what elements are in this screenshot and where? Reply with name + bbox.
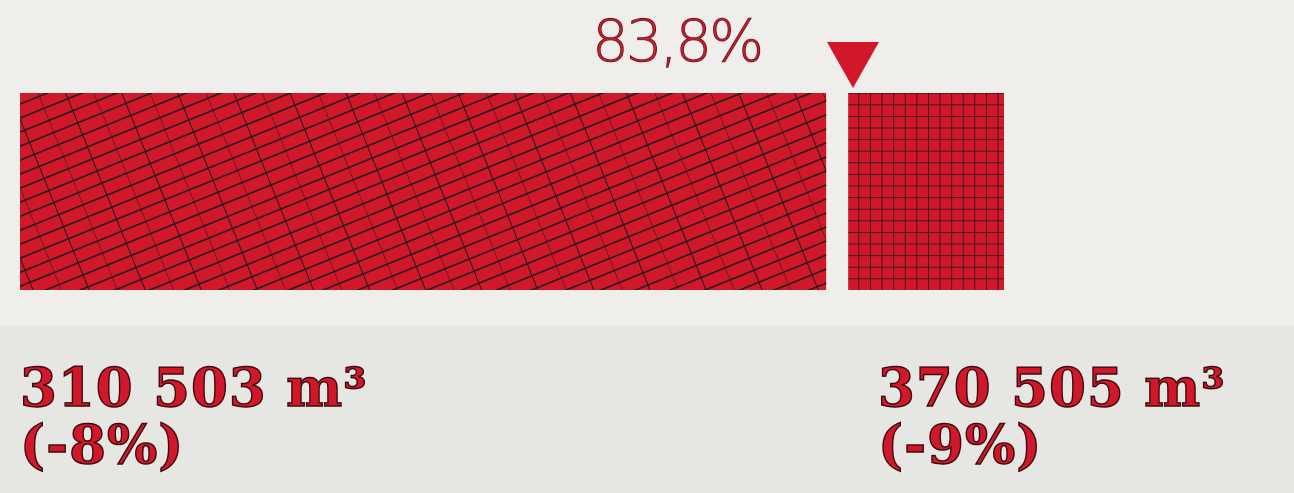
total-left-value: 310 503 m³ — [19, 357, 368, 419]
total-right: 370 505 m³ (-9%) — [877, 357, 1226, 476]
lower-band — [0, 326, 1294, 493]
total-left: 310 503 m³ (-8%) — [19, 357, 368, 476]
total-left-change: (-8%) — [19, 414, 185, 476]
bar-remainder-hatch — [848, 93, 1004, 290]
bar-share-hatch — [20, 93, 827, 290]
total-right-value: 370 505 m³ — [877, 357, 1226, 419]
share-percentage-label: 83,8% — [592, 7, 765, 75]
marker-triangle — [827, 42, 879, 88]
total-right-change: (-9%) — [877, 414, 1043, 476]
bar-chart — [20, 42, 1004, 290]
